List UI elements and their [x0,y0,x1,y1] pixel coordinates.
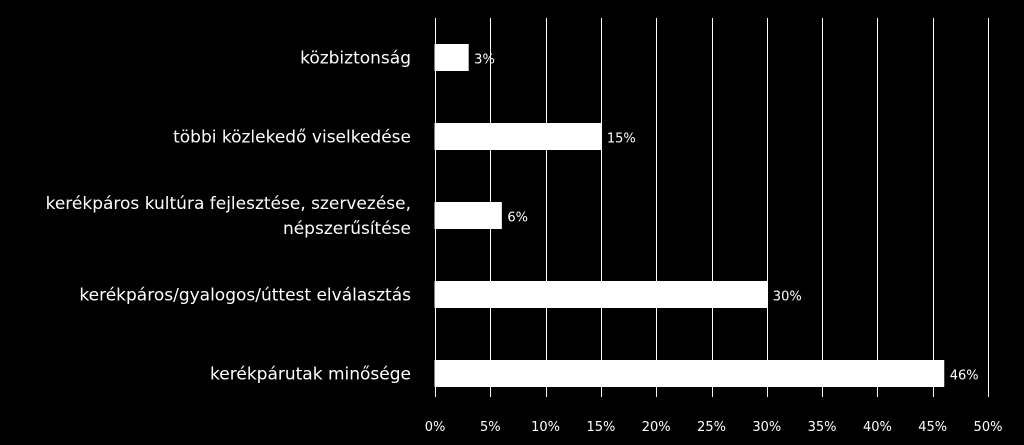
bars [434,44,945,387]
bar-1 [434,123,602,150]
bar-4 [434,360,945,387]
category-label-0: közbiztonság [300,49,411,69]
category-label-4: kerékpárutak minősége [210,365,411,385]
bar-0 [434,44,469,71]
category-label-line: népszerűsítése [283,219,411,239]
x-tick-label-20: 20% [642,420,671,435]
x-tick-label-0: 0% [425,420,446,435]
x-tick-label-40: 40% [863,420,892,435]
bar-2 [434,202,502,229]
value-label-4: 46% [950,369,979,384]
category-label-line: kerékpárutak minősége [210,365,411,385]
category-label-line: kerékpáros/gyalogos/úttest elválasztás [79,286,411,306]
gridlines [435,18,989,397]
x-tick-label-30: 30% [752,420,781,435]
bar-3 [434,281,768,308]
category-label-line: kerékpáros kultúra fejlesztése, szervezé… [46,194,411,214]
value-label-0: 3% [474,53,495,68]
category-label-3: kerékpáros/gyalogos/úttest elválasztás [79,286,411,306]
category-labels: közbiztonság többi közlekedő viselkedése k… [46,49,412,385]
category-label-line: többi közlekedő viselkedése [173,128,411,148]
x-tick-label-45: 45% [918,420,947,435]
category-label-line: közbiztonság [300,49,411,69]
value-label-3: 30% [773,290,802,305]
x-tick-label-15: 15% [586,420,615,435]
x-axis-tick-labels: 0% 5% 10% 15% 20% 25% 30% 35% 40% 45% 50% [425,420,1003,435]
value-labels: 3% 15% 6% 30% 46% [474,53,978,384]
category-label-2: kerékpáros kultúra fejlesztése, szervezé… [46,194,411,239]
x-tick-label-10: 10% [531,420,560,435]
x-tick-label-35: 35% [808,420,837,435]
category-label-1: többi közlekedő viselkedése [173,128,411,148]
x-tick-label-5: 5% [480,420,501,435]
value-label-1: 15% [607,132,636,147]
x-tick-label-25: 25% [697,420,726,435]
value-label-2: 6% [507,211,528,226]
x-tick-label-50: 50% [974,420,1003,435]
